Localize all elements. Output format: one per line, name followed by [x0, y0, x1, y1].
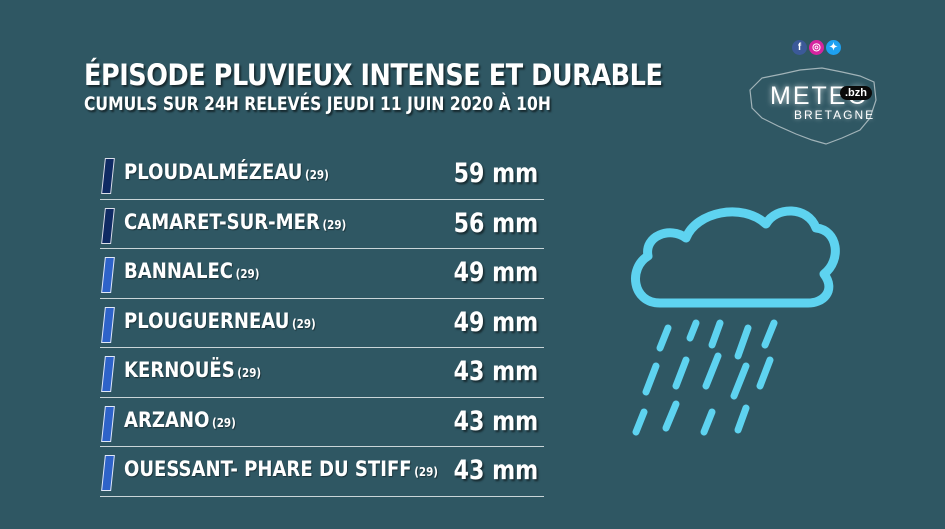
department-code: (29) [322, 217, 347, 232]
station-name: KERNOUËS (29) [124, 358, 262, 382]
rainfall-value: 43 mm [453, 455, 538, 486]
rank-marker [101, 356, 115, 392]
station-name: OUESSANT- PHARE DU STIFF (29) [124, 457, 439, 481]
rainfall-value: 56 mm [453, 207, 538, 239]
facebook-icon[interactable]: f [792, 40, 807, 55]
rainfall-value: 49 mm [453, 257, 538, 288]
rainfall-value: 43 mm [453, 405, 538, 437]
list-item: BANNALEC (29) 49 mm [100, 249, 544, 299]
brittany-map-icon [749, 67, 877, 145]
rank-marker [101, 405, 115, 442]
page-title: ÉPISODE PLUVIEUX INTENSE ET DURABLE [84, 58, 663, 92]
department-code: (29) [237, 366, 262, 380]
list-item: KERNOUËS (29) 43 mm [100, 348, 544, 398]
meteo-bretagne-logo: METEO .bzh BRETAGNE [742, 60, 882, 150]
department-code: (29) [305, 168, 329, 182]
station-name: PLOUDALMÉZEAU (29) [124, 160, 329, 184]
twitter-icon[interactable]: ✦ [826, 40, 841, 55]
rainfall-value: 59 mm [453, 158, 538, 189]
instagram-icon[interactable]: ◎ [809, 40, 824, 55]
department-code: (29) [414, 465, 439, 479]
logo-bretagne-text: BRETAGNE [794, 108, 876, 122]
rain-cloud-icon [631, 206, 840, 436]
department-code: (29) [212, 415, 236, 430]
logo-bzh-badge: .bzh [840, 86, 872, 100]
rank-marker [101, 257, 115, 293]
rainfall-list: PLOUDALMÉZEAU (29) 59 mm CAMARET-SUR-MER(… [100, 150, 544, 497]
station-name: CAMARET-SUR-MER (29) [124, 209, 347, 234]
rank-marker [101, 207, 115, 244]
department-code: (29) [291, 316, 316, 331]
rainfall-value: 43 mm [453, 356, 538, 387]
station-name: BANNALEC (29) [124, 259, 260, 283]
header: ÉPISODE PLUVIEUX INTENSE ET DURABLE CUMU… [84, 58, 741, 116]
page-subtitle: CUMULS SUR 24H RELEVÉS JEUDI 11 JUIN 202… [84, 93, 551, 115]
rank-marker [101, 455, 115, 491]
station-name: PLOUGUERNEAU (29) [124, 308, 316, 333]
rank-marker [101, 306, 115, 343]
list-item: CAMARET-SUR-MER (29) 56 mm [100, 200, 544, 249]
rainfall-value: 49 mm [453, 306, 538, 338]
list-item: PLOUDALMÉZEAU (29) 59 mm [100, 150, 544, 200]
list-item: ARZANO (29) 43 mm [100, 398, 544, 447]
rank-marker [101, 158, 115, 194]
list-item: OUESSANT- PHARE DU STIFF (29) 43 mm [100, 447, 544, 497]
social-links: f ◎ ✦ [792, 40, 841, 55]
station-name: ARZANO (29) [124, 407, 236, 432]
list-item: PLOUGUERNEAU (29) 49 mm [100, 299, 544, 348]
department-code: (29) [235, 267, 260, 281]
